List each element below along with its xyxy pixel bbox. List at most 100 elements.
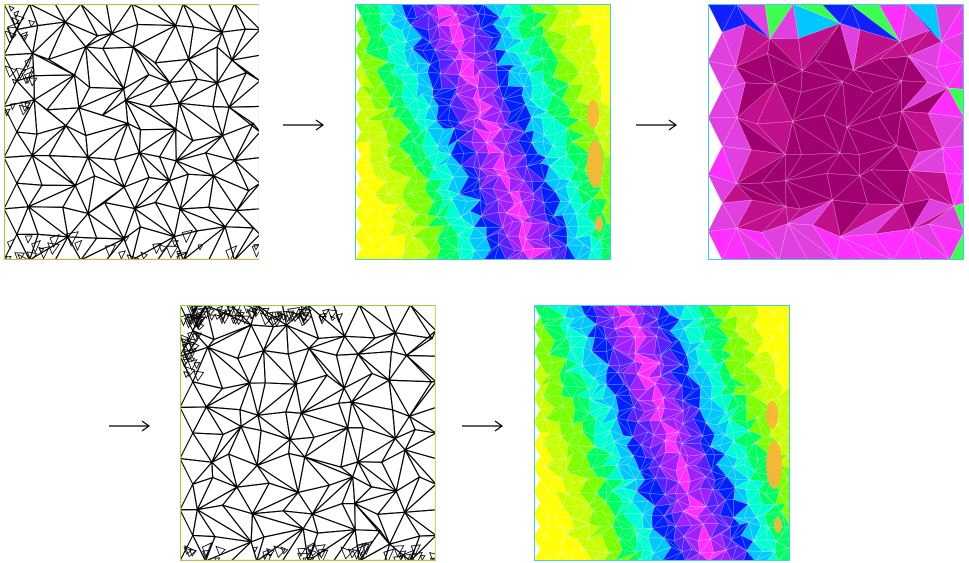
field-element xyxy=(601,511,616,528)
field-element xyxy=(435,105,452,122)
field-element xyxy=(731,359,746,377)
field-element xyxy=(747,503,763,519)
field-element xyxy=(600,82,611,102)
field-element xyxy=(416,62,431,75)
field-element xyxy=(909,147,943,171)
field-element xyxy=(421,145,438,158)
field-element xyxy=(530,99,547,113)
mesh-element xyxy=(410,544,422,557)
mesh-element xyxy=(214,313,221,321)
field-element xyxy=(775,525,790,542)
field-element xyxy=(387,128,411,146)
field-element xyxy=(534,502,549,518)
mesh-element xyxy=(180,313,190,327)
field-element xyxy=(673,525,685,542)
field-element xyxy=(681,435,703,444)
mesh-element xyxy=(218,308,227,317)
mesh-element xyxy=(297,552,310,561)
mesh-element xyxy=(266,311,275,321)
field-element xyxy=(414,119,428,132)
field-element xyxy=(719,305,733,321)
field-element xyxy=(605,336,619,349)
mesh-element xyxy=(39,246,51,260)
field-element xyxy=(472,59,480,79)
solution-field-2 xyxy=(534,305,790,561)
field-element xyxy=(728,405,748,420)
field-element xyxy=(527,70,545,84)
field-element xyxy=(390,203,406,218)
field-element xyxy=(673,535,685,553)
field-blob xyxy=(774,517,782,533)
field-element xyxy=(492,17,508,29)
field-element xyxy=(391,71,406,88)
field-element xyxy=(416,63,431,75)
field-element xyxy=(663,525,677,539)
field-element xyxy=(540,180,556,192)
mesh-element xyxy=(195,319,203,330)
field-element xyxy=(659,362,665,377)
field-element xyxy=(634,361,644,375)
field-element xyxy=(515,104,532,123)
mesh-element xyxy=(261,307,270,317)
field-element xyxy=(669,348,688,366)
field-element xyxy=(459,4,480,17)
field-element xyxy=(506,250,524,260)
field-element xyxy=(751,384,772,395)
field-element xyxy=(548,477,563,491)
field-element xyxy=(415,201,435,216)
mesh-element xyxy=(316,549,329,561)
field-element xyxy=(800,70,844,93)
field-element xyxy=(566,236,577,246)
mesh-element xyxy=(307,541,316,555)
field-element xyxy=(460,199,482,218)
field-element xyxy=(428,24,439,44)
field-element xyxy=(526,165,546,182)
mesh-element xyxy=(215,545,226,557)
field-element xyxy=(742,343,756,356)
field-element xyxy=(709,523,731,540)
field-element xyxy=(456,139,478,154)
mesh-element xyxy=(21,34,29,43)
mesh-element xyxy=(8,5,15,12)
mesh-element xyxy=(31,239,42,254)
field-element xyxy=(710,398,727,413)
mesh-element xyxy=(187,331,196,342)
adapted-mesh-panel xyxy=(180,305,436,561)
field-element xyxy=(410,24,431,43)
field-element xyxy=(498,70,510,88)
field-element xyxy=(602,453,618,467)
field-element xyxy=(571,141,593,155)
field-element xyxy=(608,364,621,373)
field-element xyxy=(669,319,685,332)
mesh-element xyxy=(24,57,33,69)
field-element xyxy=(360,37,371,54)
field-element xyxy=(562,83,578,102)
field-element xyxy=(680,442,707,457)
mesh-element xyxy=(318,312,327,323)
field-element xyxy=(673,551,686,561)
field-element xyxy=(721,23,747,68)
field-element xyxy=(539,417,551,434)
field-element xyxy=(362,175,388,187)
field-element xyxy=(387,167,411,181)
field-element xyxy=(702,422,716,436)
field-element xyxy=(696,552,709,561)
mesh-element xyxy=(26,251,38,260)
mesh-element xyxy=(180,334,189,344)
field-element xyxy=(595,28,611,41)
field-element xyxy=(539,354,554,364)
field-element xyxy=(635,527,653,535)
field-element xyxy=(879,41,909,60)
field-element xyxy=(565,179,578,189)
field-element xyxy=(505,249,524,260)
field-element xyxy=(509,70,525,88)
field-element xyxy=(777,463,790,480)
field-element xyxy=(555,490,568,508)
mesh-element xyxy=(28,19,36,28)
field-element xyxy=(518,221,527,240)
field-element xyxy=(733,456,747,468)
field-element xyxy=(566,493,591,507)
field-element xyxy=(678,481,691,495)
field-element xyxy=(595,27,611,40)
field-element xyxy=(355,140,370,156)
